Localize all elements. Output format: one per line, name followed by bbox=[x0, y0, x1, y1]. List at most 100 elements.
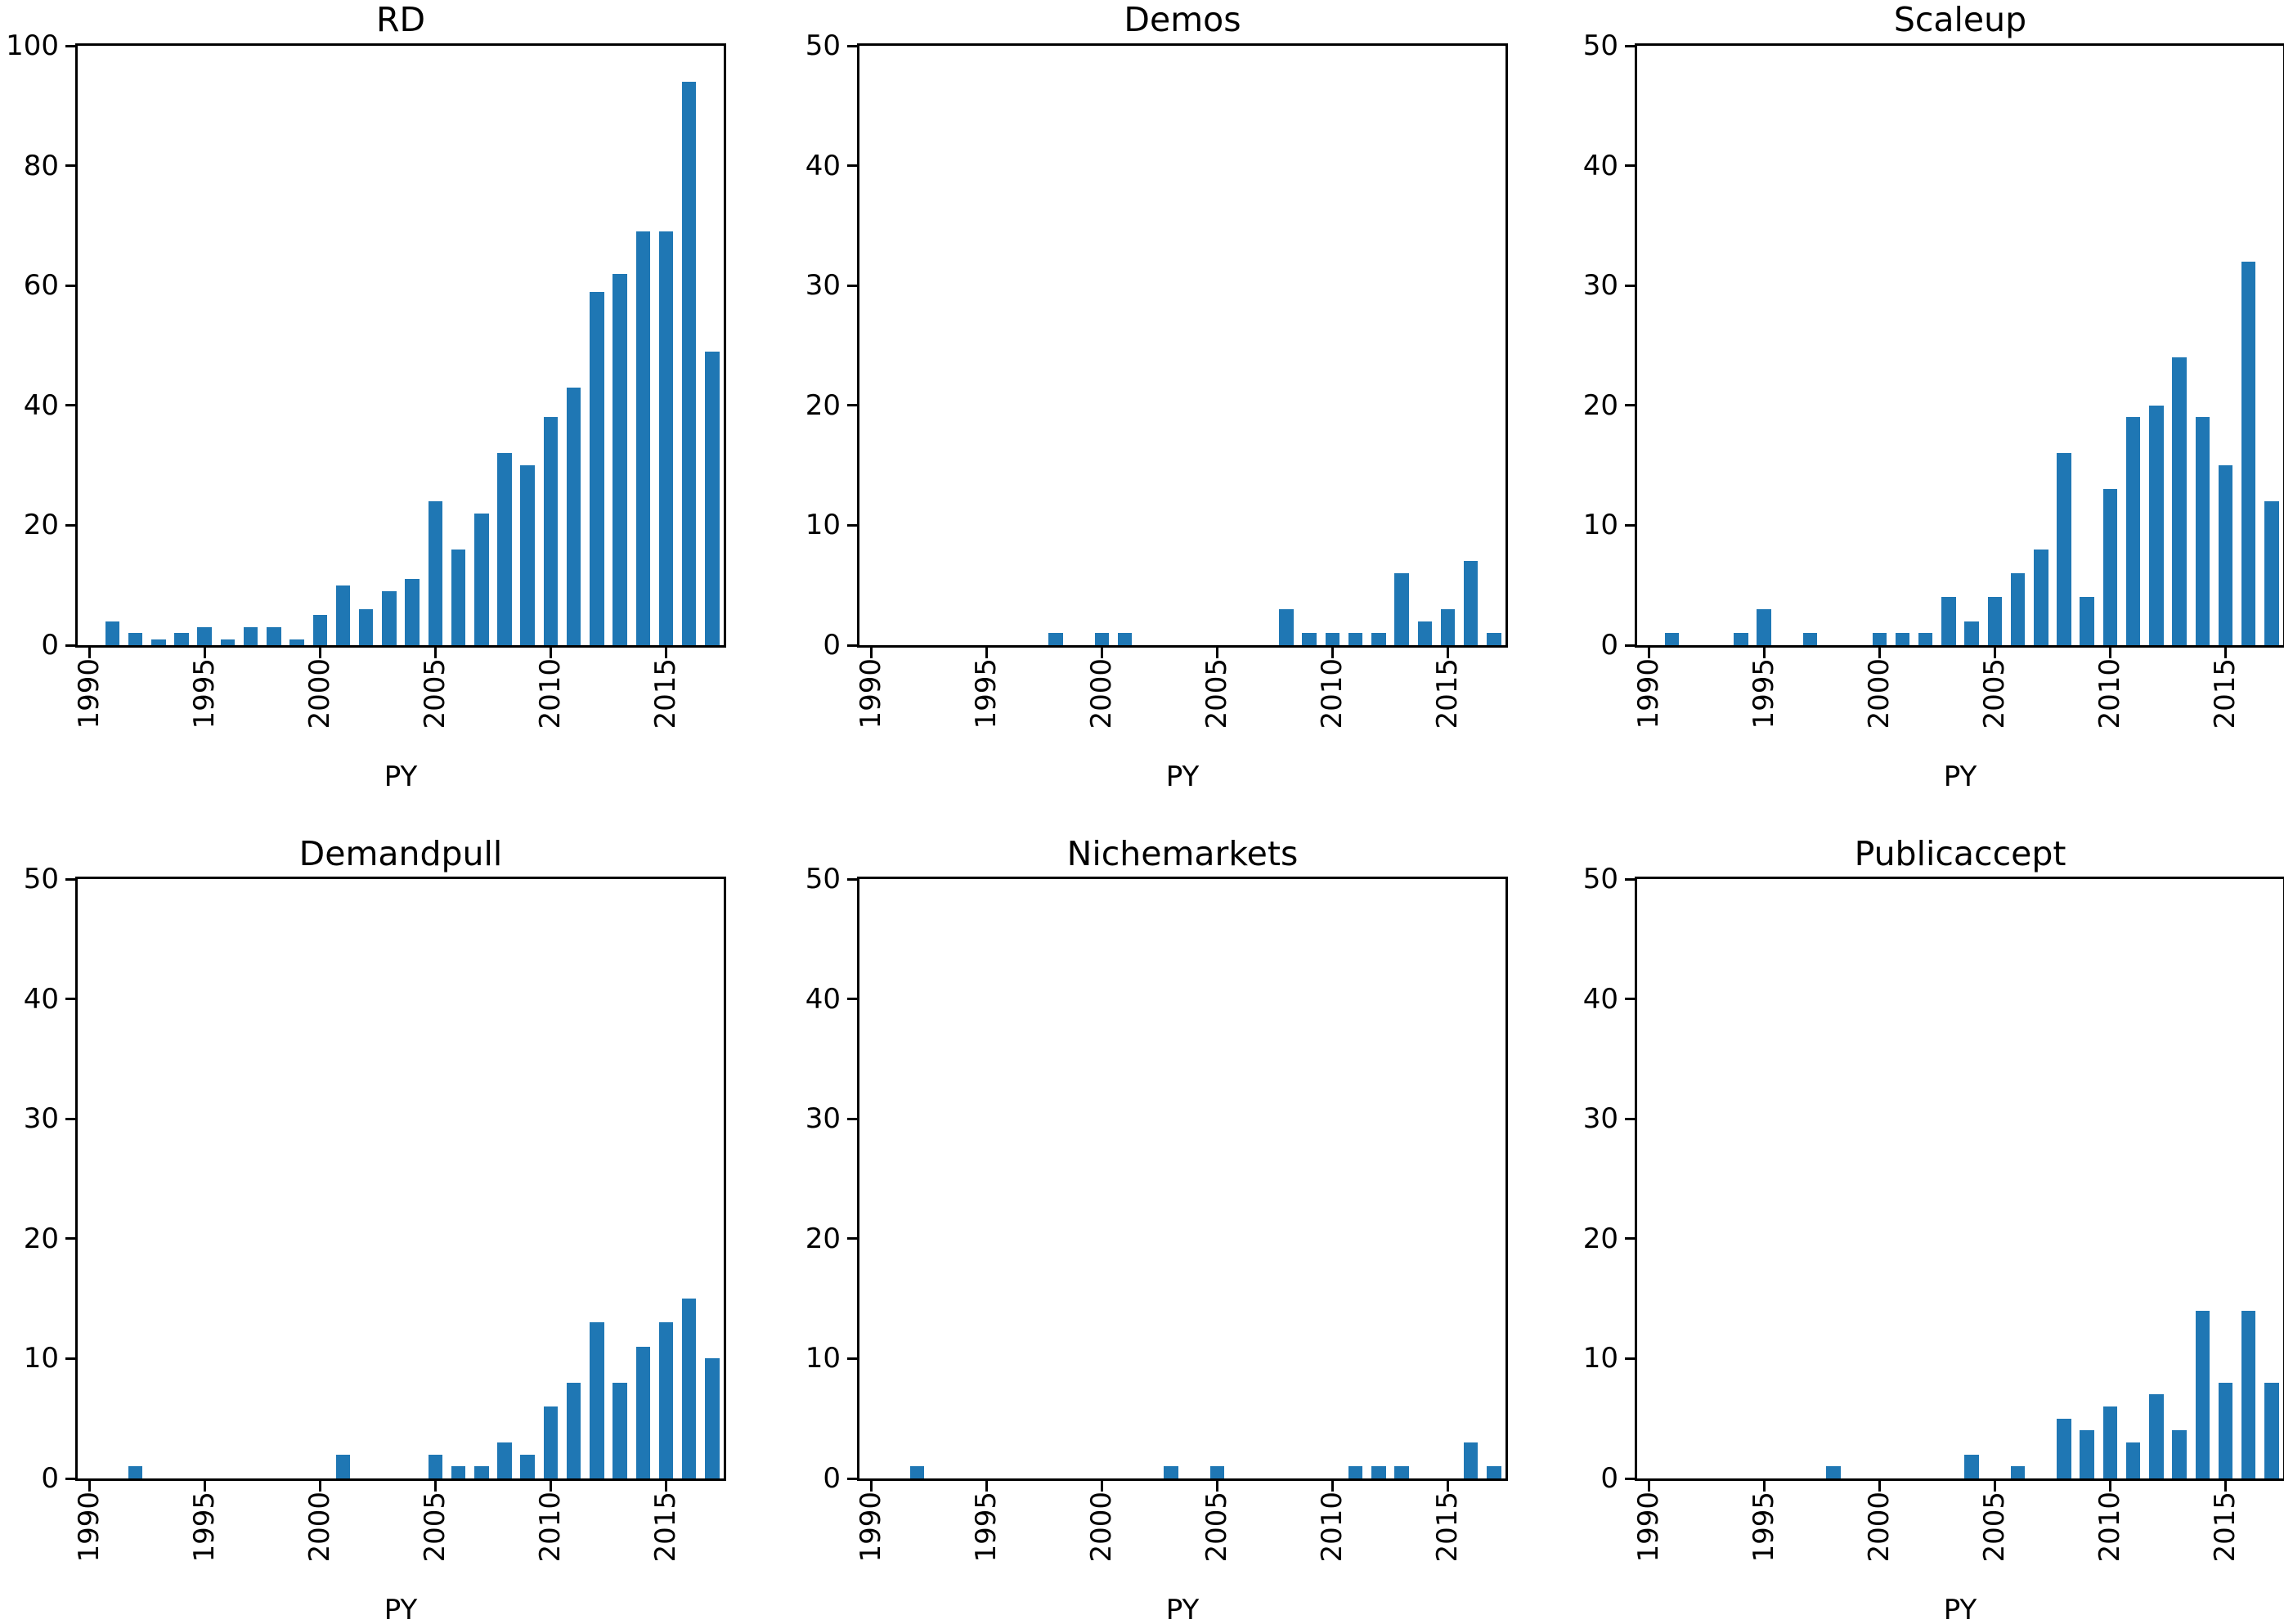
x-tick-mark bbox=[1330, 648, 1334, 658]
y-tick-label: 30 bbox=[1582, 269, 1618, 303]
x-tick-label: 2000 bbox=[303, 658, 337, 729]
x-tick-mark bbox=[1215, 1481, 1218, 1492]
x-tick-mark bbox=[549, 648, 552, 658]
x-tick-mark bbox=[203, 648, 206, 658]
y-tick-label: 50 bbox=[1582, 29, 1618, 62]
plot-area-publicaccept bbox=[1625, 877, 2284, 1492]
bar-demos-2014 bbox=[1417, 621, 1432, 645]
x-tick-label: 2015 bbox=[1431, 658, 1465, 729]
x-tick-mark bbox=[1100, 1481, 1103, 1492]
y-tick-label: 50 bbox=[805, 863, 841, 895]
y-tick-mark bbox=[1625, 1117, 1635, 1120]
x-tick-mark bbox=[88, 1481, 91, 1492]
x-tick-mark bbox=[203, 1481, 206, 1492]
bar-nichemarkets-2005 bbox=[1209, 1466, 1225, 1478]
y-tick-mark bbox=[847, 284, 857, 287]
chart-cell-demandpull: Demandpull 1990 1995 2000 2005 2010 2015 0 10 20 3… bbox=[0, 812, 761, 1624]
bar-rd-2005 bbox=[428, 501, 443, 645]
y-tick-mark bbox=[65, 284, 75, 287]
x-tick-mark bbox=[869, 1481, 873, 1492]
x-tick-label: 2005 bbox=[1978, 1492, 2012, 1563]
chart-title-rd: RD bbox=[375, 0, 426, 39]
bar-demandpull-2009 bbox=[520, 1454, 535, 1478]
y-tick-label: 20 bbox=[23, 509, 59, 542]
y-tick-mark bbox=[1625, 523, 1635, 527]
bar-rd-1997 bbox=[243, 627, 258, 645]
x-tick-mark bbox=[1762, 648, 1766, 658]
bar-demandpull-2011 bbox=[566, 1382, 581, 1478]
bar-rd-2011 bbox=[566, 387, 581, 645]
x-tick-mark bbox=[664, 648, 667, 658]
y-tick-mark bbox=[65, 44, 75, 47]
bar-demos-2011 bbox=[1348, 633, 1363, 645]
plot-area-demandpull bbox=[65, 877, 726, 1492]
bar-rd-1999 bbox=[289, 639, 304, 645]
bar-publicaccept-2013 bbox=[2172, 1430, 2187, 1478]
y-tick-mark bbox=[847, 44, 857, 47]
x-tick-mark bbox=[1647, 648, 1650, 658]
x-tick-label: 2015 bbox=[649, 1492, 683, 1563]
y-tick-label: 0 bbox=[1600, 629, 1618, 662]
bar-demandpull-2014 bbox=[635, 1346, 650, 1478]
x-tick-mark bbox=[1762, 1481, 1766, 1492]
x-tick-mark bbox=[1647, 1481, 1650, 1492]
bar-publicaccept-2016 bbox=[2241, 1310, 2256, 1478]
y-tick-mark bbox=[847, 164, 857, 168]
x-tick-label: 2015 bbox=[2209, 1492, 2242, 1563]
x-tick-label: 2000 bbox=[1863, 658, 1896, 729]
bar-scaleup-2008 bbox=[2057, 453, 2071, 645]
bar-rd-2004 bbox=[405, 579, 420, 645]
y-tick-label: 0 bbox=[1600, 1462, 1618, 1495]
bar-nichemarkets-2012 bbox=[1371, 1466, 1386, 1478]
y-tick-label: 40 bbox=[23, 388, 59, 422]
y-tick-mark bbox=[65, 644, 75, 647]
bar-demandpull-2007 bbox=[474, 1466, 489, 1478]
bar-nichemarkets-2003 bbox=[1164, 1466, 1178, 1478]
x-tick-label: 2005 bbox=[1200, 658, 1234, 729]
x-axis-label-rd: PY bbox=[384, 760, 418, 793]
y-tick-mark bbox=[65, 164, 75, 168]
x-axis-label-nichemarkets: PY bbox=[1165, 1594, 1200, 1624]
bar-publicaccept-2004 bbox=[1964, 1454, 1979, 1478]
y-tick-label: 20 bbox=[805, 1222, 841, 1255]
x-tick-label: 2010 bbox=[534, 658, 568, 729]
y-tick-label: 10 bbox=[1582, 1342, 1618, 1375]
y-tick-mark bbox=[65, 1117, 75, 1120]
bar-nichemarkets-2016 bbox=[1463, 1442, 1479, 1478]
bar-rd-2013 bbox=[613, 273, 627, 645]
y-tick-label: 40 bbox=[805, 149, 841, 182]
y-tick-label: 10 bbox=[805, 1342, 841, 1375]
x-tick-mark bbox=[549, 1481, 552, 1492]
x-tick-label: 2005 bbox=[1978, 658, 2012, 729]
x-tick-mark bbox=[2108, 648, 2111, 658]
bar-rd-2016 bbox=[681, 81, 697, 645]
x-tick-mark bbox=[1993, 1481, 1996, 1492]
bar-publicaccept-2014 bbox=[2195, 1310, 2210, 1478]
chart-title-scaleup: Scaleup bbox=[1893, 0, 2027, 39]
bar-demandpull-2006 bbox=[451, 1466, 466, 1478]
plot-area-rd bbox=[65, 43, 726, 658]
x-tick-mark bbox=[318, 648, 321, 658]
x-tick-mark bbox=[2108, 1481, 2111, 1492]
bar-scaleup-2012 bbox=[2149, 405, 2164, 645]
bar-scaleup-2013 bbox=[2172, 357, 2187, 645]
y-tick-label: 20 bbox=[23, 1222, 59, 1255]
bar-rd-1995 bbox=[197, 627, 212, 645]
y-tick-mark bbox=[847, 877, 857, 881]
x-tick-label: 2000 bbox=[1085, 658, 1119, 729]
y-tick-mark bbox=[1625, 164, 1635, 168]
y-tick-label: 20 bbox=[805, 388, 841, 422]
y-tick-mark bbox=[1625, 1477, 1635, 1480]
bar-rd-2014 bbox=[635, 231, 650, 645]
bar-nichemarkets-2011 bbox=[1348, 1466, 1363, 1478]
y-tick-label: 60 bbox=[23, 269, 59, 303]
bar-nichemarkets-2013 bbox=[1394, 1466, 1409, 1478]
bar-rd-2017 bbox=[705, 351, 720, 645]
x-tick-label: 1995 bbox=[188, 658, 222, 729]
bar-demandpull-2017 bbox=[705, 1358, 720, 1478]
bar-scaleup-2005 bbox=[1987, 597, 2003, 645]
y-tick-label: 30 bbox=[1582, 1102, 1618, 1136]
bar-publicaccept-2006 bbox=[2010, 1466, 2026, 1478]
bar-rd-2015 bbox=[658, 231, 674, 645]
